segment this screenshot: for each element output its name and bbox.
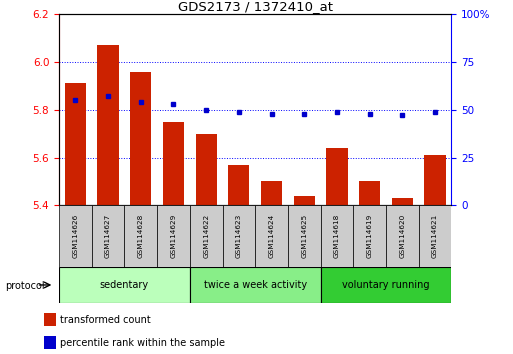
- Bar: [44, 313, 56, 326]
- Text: GSM114628: GSM114628: [138, 214, 144, 258]
- Text: GSM114624: GSM114624: [269, 214, 274, 258]
- Bar: [65, 84, 86, 205]
- Bar: [195, 134, 217, 205]
- Text: percentile rank within the sample: percentile rank within the sample: [61, 337, 225, 348]
- Bar: [59, 205, 92, 267]
- Bar: [223, 205, 255, 267]
- Text: GSM114627: GSM114627: [105, 214, 111, 258]
- Bar: [293, 196, 315, 205]
- Bar: [228, 165, 249, 205]
- Text: GSM114623: GSM114623: [236, 214, 242, 258]
- Text: protocol: protocol: [5, 281, 45, 291]
- Bar: [130, 72, 151, 205]
- Text: GSM114618: GSM114618: [334, 214, 340, 258]
- Title: GDS2173 / 1372410_at: GDS2173 / 1372410_at: [177, 0, 333, 13]
- Bar: [321, 205, 353, 267]
- Bar: [261, 182, 282, 205]
- Bar: [321, 267, 451, 303]
- Text: GSM114625: GSM114625: [301, 214, 307, 258]
- Text: GSM114620: GSM114620: [400, 214, 405, 258]
- Text: twice a week activity: twice a week activity: [204, 280, 307, 290]
- Text: GSM114619: GSM114619: [367, 214, 372, 258]
- Bar: [92, 205, 125, 267]
- Bar: [359, 182, 380, 205]
- Bar: [424, 155, 446, 205]
- Bar: [419, 205, 451, 267]
- Bar: [163, 122, 184, 205]
- Bar: [255, 205, 288, 267]
- Text: sedentary: sedentary: [100, 280, 149, 290]
- Bar: [288, 205, 321, 267]
- Bar: [157, 205, 190, 267]
- Bar: [97, 45, 119, 205]
- Text: GSM114621: GSM114621: [432, 214, 438, 258]
- Bar: [326, 148, 348, 205]
- Bar: [386, 205, 419, 267]
- Bar: [190, 267, 321, 303]
- Text: voluntary running: voluntary running: [342, 280, 430, 290]
- Text: GSM114629: GSM114629: [170, 214, 176, 258]
- Bar: [59, 267, 190, 303]
- Bar: [190, 205, 223, 267]
- Text: GSM114626: GSM114626: [72, 214, 78, 258]
- Text: transformed count: transformed count: [61, 315, 151, 325]
- Bar: [353, 205, 386, 267]
- Bar: [392, 198, 413, 205]
- Bar: [124, 205, 157, 267]
- Bar: [44, 336, 56, 349]
- Text: GSM114622: GSM114622: [203, 214, 209, 258]
